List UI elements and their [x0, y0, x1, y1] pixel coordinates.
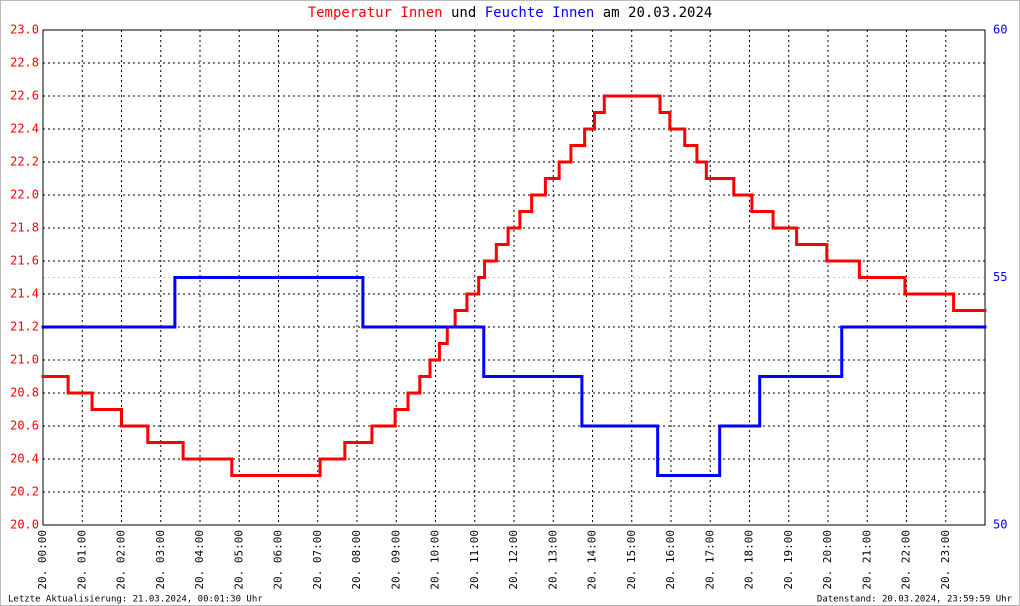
x-tick-label: 20. 16:00	[664, 530, 677, 590]
y-tick-label: 21.4	[10, 287, 39, 301]
y-tick-label: 23.0	[10, 23, 39, 37]
x-tick-label: 20. 13:00	[546, 530, 559, 590]
x-tick-label: 20. 06:00	[272, 530, 285, 590]
x-tick-label: 20. 11:00	[468, 530, 481, 590]
y2-tick-label: 55	[993, 270, 1007, 284]
x-tick-label: 20. 17:00	[703, 530, 716, 590]
x-tick-label: 20. 05:00	[232, 530, 245, 590]
y-tick-label: 20.0	[10, 518, 39, 532]
x-tick-label: 20. 03:00	[154, 530, 167, 590]
y-tick-label: 20.4	[10, 452, 39, 466]
x-tick-label: 20. 02:00	[115, 530, 128, 590]
y2-tick-label: 50	[993, 518, 1007, 532]
y-tick-label: 22.4	[10, 122, 39, 136]
x-tick-label: 20. 12:00	[507, 530, 520, 590]
title-series-1: Temperatur Innen	[308, 5, 443, 21]
x-tick-label: 20. 18:00	[743, 530, 756, 590]
x-tick-label: 20. 14:00	[586, 530, 599, 590]
y-tick-label: 20.6	[10, 419, 39, 433]
y-tick-label: 22.0	[10, 188, 39, 202]
y-tick-label: 22.2	[10, 155, 39, 169]
y-tick-label: 20.8	[10, 386, 39, 400]
x-tick-label: 20. 09:00	[389, 530, 402, 590]
x-tick-label: 20. 21:00	[860, 530, 873, 590]
y-tick-label: 20.2	[10, 485, 39, 499]
y-tick-label: 21.8	[10, 221, 39, 235]
x-tick-label: 20. 00:00	[36, 530, 49, 590]
x-tick-label: 20. 23:00	[939, 530, 952, 590]
x-tick-label: 20. 19:00	[782, 530, 795, 590]
footer-right: Datenstand: 20.03.2024, 23:59:59 Uhr	[817, 595, 1013, 605]
plot-frame	[42, 29, 986, 526]
x-tick-label: 20. 15:00	[625, 530, 638, 590]
y2-tick-label: 60	[993, 23, 1007, 37]
chart-title: Temperatur Innen und Feuchte Innen am 20…	[308, 5, 713, 21]
title-series-2: Feuchte Innen	[485, 5, 595, 21]
y-tick-label: 22.6	[10, 89, 39, 103]
x-tick-label: 20. 10:00	[429, 530, 442, 590]
x-tick-label: 20. 20:00	[821, 530, 834, 590]
x-tick-label: 20. 22:00	[900, 530, 913, 590]
x-tick-label: 20. 08:00	[350, 530, 363, 590]
title-suffix: am 20.03.2024	[603, 5, 713, 21]
footer-left: Letzte Aktualisierung: 21.03.2024, 00:01…	[8, 595, 263, 605]
x-tick-label: 20. 01:00	[75, 530, 88, 590]
y-tick-label: 21.6	[10, 254, 39, 268]
y-tick-label: 22.8	[10, 56, 39, 70]
x-tick-label: 20. 04:00	[193, 530, 206, 590]
y-tick-label: 21.0	[10, 353, 39, 367]
y-tick-label: 21.2	[10, 320, 39, 334]
x-tick-label: 20. 07:00	[311, 530, 324, 590]
title-joiner: und	[451, 5, 476, 21]
